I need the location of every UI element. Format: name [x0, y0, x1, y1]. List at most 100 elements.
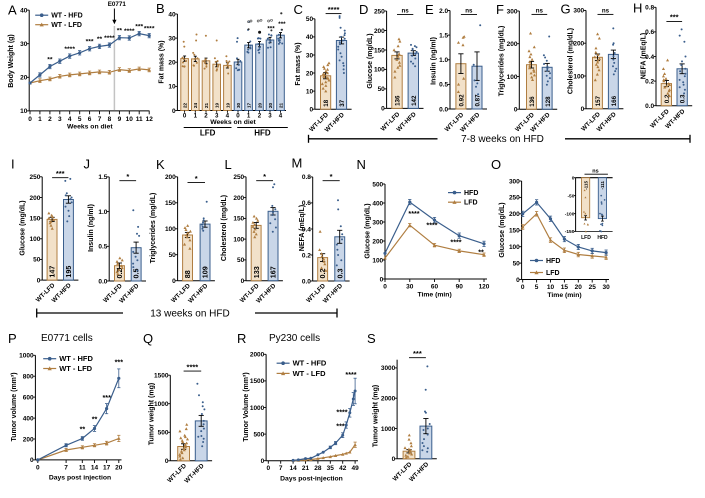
- svg-text:Time (min): Time (min): [547, 292, 581, 299]
- svg-text:Time (min): Time (min): [417, 292, 451, 299]
- svg-text:LFD: LFD: [200, 129, 216, 138]
- svg-text:*: *: [126, 172, 129, 181]
- svg-text:1000: 1000: [19, 353, 34, 360]
- svg-text:12: 12: [146, 116, 154, 123]
- svg-text:9: 9: [118, 116, 122, 123]
- svg-text:100: 100: [507, 74, 518, 81]
- svg-text:40: 40: [306, 34, 314, 41]
- svg-text:***: ***: [267, 26, 275, 33]
- svg-text:***: ***: [413, 349, 422, 358]
- svg-text:HFD: HFD: [254, 129, 271, 138]
- svg-text:Insulin (ng/ml): Insulin (ng/ml): [431, 37, 438, 85]
- svg-text:***: ***: [86, 39, 94, 46]
- svg-text:20: 20: [115, 465, 123, 472]
- svg-text:0.5: 0.5: [98, 244, 107, 251]
- svg-text:21: 21: [302, 465, 310, 472]
- svg-text:21: 21: [204, 102, 209, 108]
- svg-text:37: 37: [339, 99, 346, 106]
- svg-text:250: 250: [509, 195, 520, 202]
- svg-text:1: 1: [38, 116, 42, 123]
- svg-text:WT - HFD: WT - HFD: [51, 13, 82, 20]
- svg-text:49: 49: [351, 465, 359, 472]
- svg-text:1.5: 1.5: [439, 32, 448, 39]
- svg-text:****: ****: [345, 370, 356, 379]
- svg-text:20: 20: [20, 75, 28, 82]
- svg-text:17: 17: [103, 465, 111, 472]
- svg-text:30: 30: [168, 35, 176, 42]
- svg-text:15: 15: [561, 284, 569, 291]
- svg-text:14: 14: [91, 465, 99, 472]
- svg-text:4: 4: [279, 112, 283, 119]
- svg-text:Weeks on diet: Weeks on diet: [210, 119, 256, 126]
- svg-text:100: 100: [165, 226, 176, 233]
- svg-text:O: O: [491, 157, 501, 172]
- svg-text:0: 0: [383, 284, 387, 291]
- svg-text:Insulin (ng/ml): Insulin (ng/ml): [88, 204, 95, 252]
- svg-text:5: 5: [535, 284, 539, 291]
- svg-text:0.2: 0.2: [115, 269, 124, 279]
- svg-text:5: 5: [78, 116, 82, 123]
- svg-text:50: 50: [378, 86, 386, 93]
- svg-text:LFD: LFD: [546, 270, 560, 277]
- svg-text:*: *: [330, 172, 333, 181]
- svg-text:150: 150: [509, 228, 520, 235]
- svg-text:10: 10: [126, 116, 134, 123]
- svg-text:***: ***: [135, 23, 143, 30]
- svg-text:300: 300: [573, 8, 584, 15]
- svg-text:100: 100: [372, 257, 383, 264]
- svg-text:1000: 1000: [381, 426, 396, 433]
- svg-text:7-8 weeks on HFD: 7-8 weeks on HFD: [461, 134, 544, 145]
- svg-text:22: 22: [183, 102, 188, 108]
- svg-text:***: ***: [115, 358, 124, 367]
- svg-text:Tumor volume (mm³): Tumor volume (mm³): [11, 372, 18, 441]
- svg-text:M: M: [292, 156, 303, 171]
- svg-text:150: 150: [30, 215, 41, 222]
- svg-text:0.87: 0.87: [475, 94, 482, 107]
- svg-text:0: 0: [236, 112, 240, 119]
- svg-text:0: 0: [266, 465, 270, 472]
- svg-text:****: ****: [187, 362, 199, 371]
- svg-text:7: 7: [64, 465, 68, 472]
- svg-text:3: 3: [215, 112, 219, 119]
- svg-text:60: 60: [431, 284, 439, 291]
- svg-text:13 weeks on HFD: 13 weeks on HFD: [150, 308, 229, 319]
- svg-text:500: 500: [253, 431, 264, 438]
- svg-text:2: 2: [48, 116, 52, 123]
- svg-text:300: 300: [372, 219, 383, 226]
- svg-text:WT - LFD: WT - LFD: [59, 364, 92, 373]
- svg-text:Glucose (mg/dL): Glucose (mg/dL): [365, 203, 372, 258]
- svg-text:0: 0: [36, 465, 40, 472]
- svg-text:0.6: 0.6: [302, 200, 311, 207]
- svg-text:0: 0: [172, 108, 176, 115]
- svg-text:18: 18: [323, 99, 330, 106]
- svg-text:136: 136: [529, 96, 536, 107]
- svg-text:150: 150: [165, 200, 176, 207]
- svg-text:6: 6: [88, 116, 92, 123]
- svg-text:Days post injection: Days post injection: [49, 475, 111, 482]
- svg-text:H: H: [633, 1, 642, 16]
- svg-text:40: 40: [20, 7, 28, 14]
- svg-text:133: 133: [252, 266, 261, 278]
- svg-text:J: J: [84, 157, 91, 172]
- svg-text:300: 300: [507, 8, 518, 15]
- svg-text:1.0: 1.0: [439, 57, 448, 64]
- svg-text:1: 1: [247, 112, 251, 119]
- svg-text:Cholesterol (mg/dL): Cholesterol (mg/dL): [568, 28, 575, 94]
- svg-text:NEFA (mEq/L): NEFA (mEq/L): [640, 33, 647, 79]
- svg-text:4: 4: [68, 116, 72, 123]
- svg-text:10: 10: [547, 284, 555, 291]
- svg-text:0.0: 0.0: [439, 106, 448, 113]
- svg-text:****: ****: [408, 209, 419, 218]
- svg-text:17: 17: [247, 102, 252, 108]
- svg-text:200: 200: [374, 28, 385, 35]
- svg-text:250: 250: [30, 174, 41, 181]
- svg-text:0.0: 0.0: [98, 278, 107, 285]
- svg-text:167: 167: [269, 266, 278, 278]
- svg-text:400: 400: [372, 200, 383, 207]
- svg-text:50: 50: [306, 16, 314, 23]
- svg-text:-100: -100: [565, 211, 575, 217]
- svg-text:G: G: [561, 2, 571, 17]
- svg-text:ns: ns: [602, 8, 610, 15]
- svg-text:90: 90: [456, 284, 464, 291]
- svg-text:40: 40: [168, 11, 176, 18]
